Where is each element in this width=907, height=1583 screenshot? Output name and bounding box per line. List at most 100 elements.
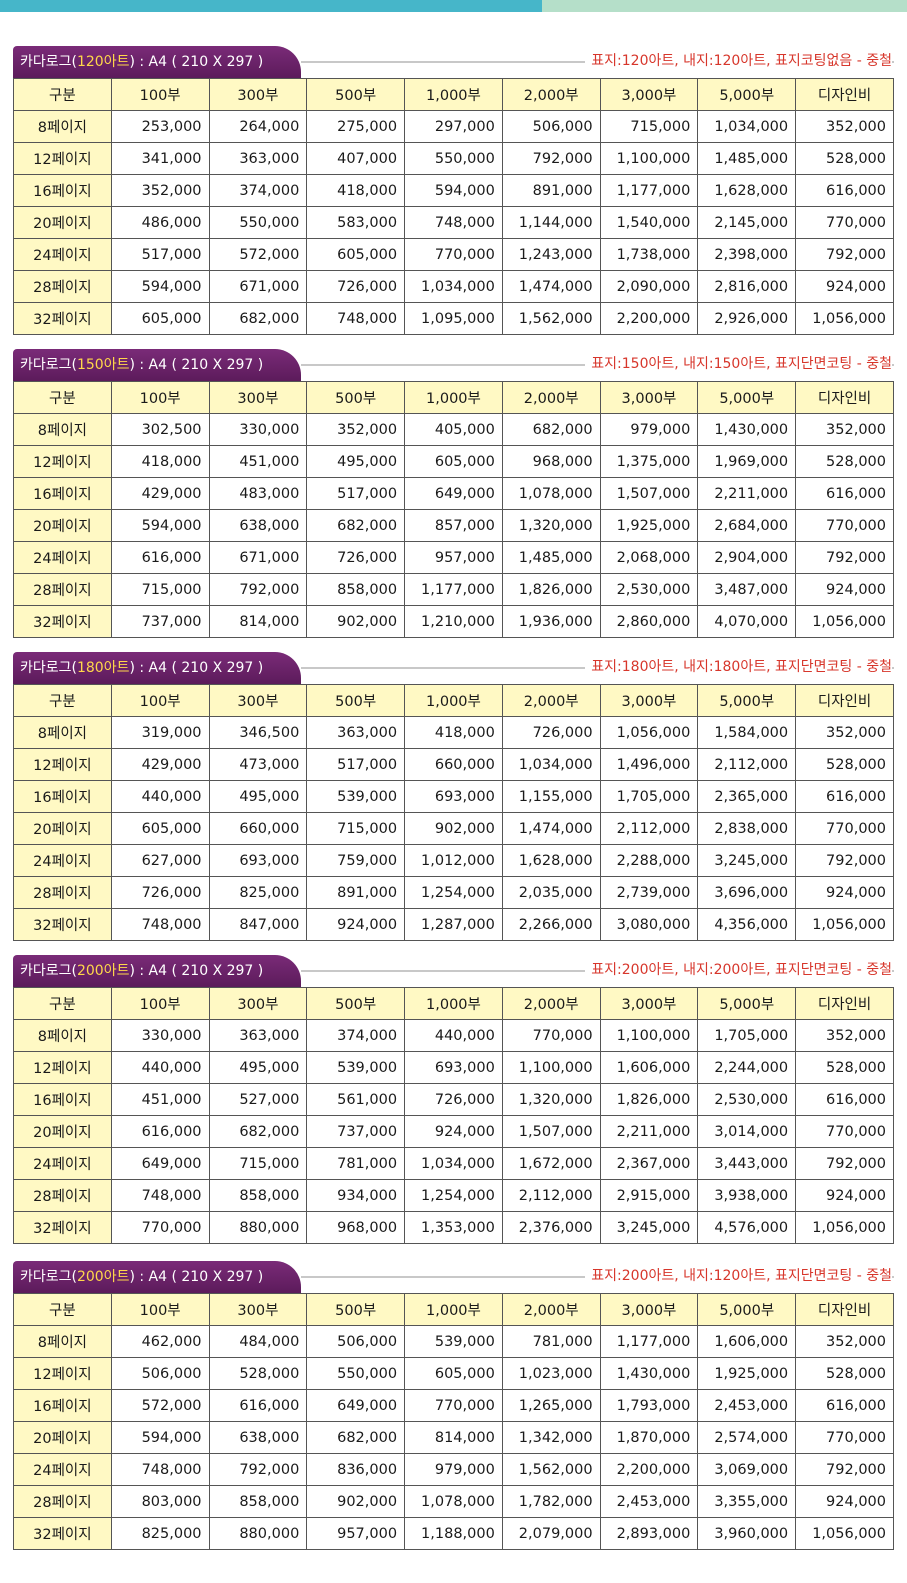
column-header: 구분: [13, 381, 112, 414]
column-header: 2,000부: [501, 987, 601, 1020]
price-cell: 1,606,000: [599, 1051, 699, 1084]
price-cell: 2,244,000: [697, 1051, 797, 1084]
column-header: 500부: [306, 1293, 406, 1326]
price-cell: 979,000: [599, 413, 699, 446]
price-cell: 770,000: [795, 1115, 894, 1148]
price-cell: 682,000: [306, 509, 406, 542]
section-title-tab: 카다로그(200아트) : A4 ( 210 X 297 ): [13, 955, 301, 987]
table-header-row: 구분 100부 300부 500부 1,000부 2,000부 3,000부 5,000부 디자…: [13, 78, 894, 111]
price-cell: 1,056,000: [795, 1517, 894, 1550]
price-cell: 781,000: [501, 1325, 601, 1358]
price-cell: 539,000: [404, 1325, 503, 1358]
column-header: 100부: [110, 684, 210, 717]
price-cell: 594,000: [110, 509, 210, 542]
price-cell: 2,893,000: [599, 1517, 699, 1550]
price-cell: 374,000: [208, 174, 308, 207]
price-cell: 330,000: [110, 1019, 210, 1052]
price-cell: 1,430,000: [599, 1357, 699, 1390]
price-cell: 352,000: [110, 174, 210, 207]
price-section: 카다로그(200아트) : A4 ( 210 X 297 ) 표지:200아트,…: [13, 955, 894, 1244]
column-header: 300부: [208, 1293, 308, 1326]
price-cell: 1,254,000: [404, 876, 503, 909]
table-row: 28페이지 715,000 792,000 858,000 1,177,000 1,826…: [13, 573, 894, 606]
section-header: 카다로그(120아트) : A4 ( 210 X 297 ) 표지:120아트,…: [13, 46, 894, 78]
table-row: 24페이지 748,000 792,000 836,000 979,000 1,562,0…: [13, 1453, 894, 1486]
price-cell: 814,000: [208, 605, 308, 638]
section-title-prefix: 카다로그(: [20, 357, 77, 373]
price-cell: 1,056,000: [599, 716, 699, 749]
price-cell: 429,000: [110, 748, 210, 781]
price-cell: 1,188,000: [404, 1517, 503, 1550]
price-cell: 891,000: [306, 876, 406, 909]
price-cell: 2,200,000: [599, 302, 699, 335]
column-header: 구분: [13, 987, 112, 1020]
column-header: 300부: [208, 684, 308, 717]
price-cell: 1,628,000: [501, 844, 601, 877]
price-cell: 1,969,000: [697, 445, 797, 478]
price-cell: 528,000: [795, 142, 894, 175]
table-row: 16페이지 429,000 483,000 517,000 649,000 1,078,0…: [13, 477, 894, 510]
price-cell: 1,925,000: [697, 1357, 797, 1390]
row-label: 28페이지: [13, 573, 112, 606]
price-cell: 484,000: [208, 1325, 308, 1358]
price-cell: 857,000: [404, 509, 503, 542]
price-cell: 957,000: [306, 1517, 406, 1550]
table-row: 32페이지 605,000 682,000 748,000 1,095,000 1,562…: [13, 302, 894, 335]
price-cell: 1,265,000: [501, 1389, 601, 1422]
price-cell: 1,034,000: [501, 748, 601, 781]
price-cell: 3,960,000: [697, 1517, 797, 1550]
price-cell: 405,000: [404, 413, 503, 446]
table-row: 24페이지 649,000 715,000 781,000 1,034,000 1,672…: [13, 1147, 894, 1180]
price-cell: 1,177,000: [599, 1325, 699, 1358]
section-spec: 표지:120아트, 내지:120아트, 표지코팅없음 - 중철: [585, 46, 892, 78]
price-cell: 451,000: [208, 445, 308, 478]
price-cell: 462,000: [110, 1325, 210, 1358]
price-cell: 2,211,000: [599, 1115, 699, 1148]
price-cell: 726,000: [306, 541, 406, 574]
price-cell: 2,904,000: [697, 541, 797, 574]
price-cell: 1,474,000: [501, 812, 601, 845]
price-cell: 1,177,000: [599, 174, 699, 207]
price-cell: 858,000: [208, 1485, 308, 1518]
price-cell: 891,000: [501, 174, 601, 207]
price-cell: 616,000: [795, 477, 894, 510]
price-cell: 594,000: [110, 1421, 210, 1454]
price-cell: 924,000: [795, 876, 894, 909]
table-row: 24페이지 616,000 671,000 726,000 957,000 1,485,0…: [13, 541, 894, 574]
price-cell: 660,000: [404, 748, 503, 781]
price-cell: 605,000: [110, 812, 210, 845]
price-cell: 2,376,000: [501, 1211, 601, 1244]
section-spec: 표지:200아트, 내지:200아트, 표지단면코팅 - 중철: [585, 955, 892, 987]
price-cell: 715,000: [208, 1147, 308, 1180]
column-header: 5,000부: [697, 381, 797, 414]
price-cell: 979,000: [404, 1453, 503, 1486]
price-cell: 550,000: [306, 1357, 406, 1390]
price-cell: 440,000: [110, 780, 210, 813]
price-cell: 825,000: [110, 1517, 210, 1550]
price-cell: 924,000: [795, 573, 894, 606]
column-header: 300부: [208, 987, 308, 1020]
price-cell: 770,000: [110, 1211, 210, 1244]
price-cell: 1,496,000: [599, 748, 699, 781]
table-row: 16페이지 352,000 374,000 418,000 594,000 891,000…: [13, 174, 894, 207]
price-cell: 2,112,000: [599, 812, 699, 845]
row-label: 8페이지: [13, 716, 112, 749]
price-cell: 638,000: [208, 509, 308, 542]
price-cell: 2,079,000: [501, 1517, 601, 1550]
table-row: 8페이지 302,500 330,000 352,000 405,000 682,000 9…: [13, 413, 894, 446]
price-cell: 2,860,000: [599, 605, 699, 638]
price-cell: 792,000: [795, 238, 894, 271]
price-cell: 594,000: [110, 270, 210, 303]
price-cell: 924,000: [795, 270, 894, 303]
price-cell: 1,177,000: [404, 573, 503, 606]
table-row: 16페이지 572,000 616,000 649,000 770,000 1,265,0…: [13, 1389, 894, 1422]
price-cell: 1,793,000: [599, 1389, 699, 1422]
price-cell: 2,112,000: [697, 748, 797, 781]
price-cell: 1,782,000: [501, 1485, 601, 1518]
section-header: 카다로그(200아트) : A4 ( 210 X 297 ) 표지:200아트,…: [13, 955, 894, 987]
price-cell: 352,000: [795, 413, 894, 446]
table-row: 20페이지 594,000 638,000 682,000 857,000 1,320,0…: [13, 509, 894, 542]
price-cell: 748,000: [404, 206, 503, 239]
row-label: 20페이지: [13, 1421, 112, 1454]
price-cell: 2,684,000: [697, 509, 797, 542]
